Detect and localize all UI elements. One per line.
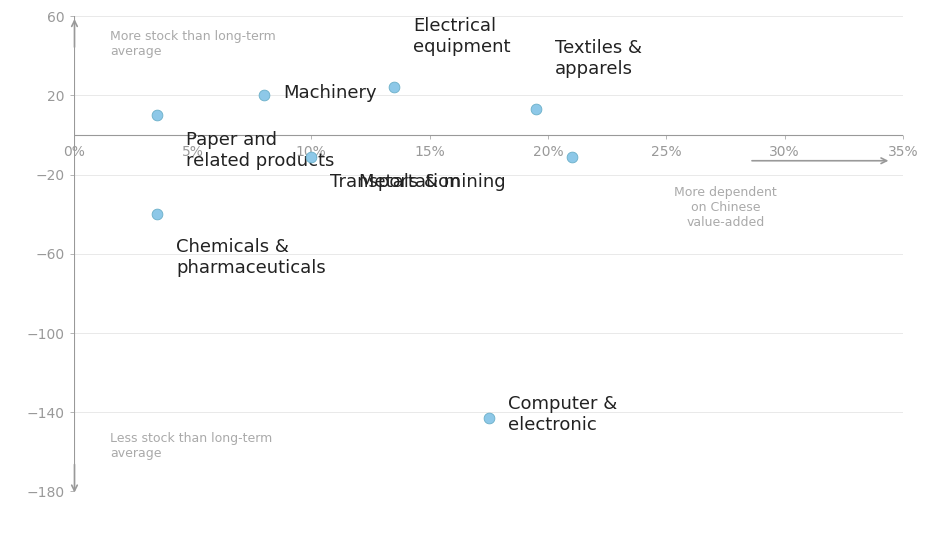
Point [256,91,271,100]
Text: Machinery: Machinery [283,84,376,103]
Text: Less stock than long-term
average: Less stock than long-term average [110,432,272,460]
Point [304,152,318,161]
Point [150,111,165,119]
Text: More stock than long-term
average: More stock than long-term average [110,30,276,58]
Text: Metals & mining: Metals & mining [358,173,506,191]
Point [386,83,401,92]
Text: Textiles &
apparels: Textiles & apparels [555,39,642,78]
Text: More dependent
on Chinese
value-added: More dependent on Chinese value-added [674,186,776,230]
Text: Chemicals &
pharmaceuticals: Chemicals & pharmaceuticals [176,238,326,277]
Point [150,210,165,219]
Text: Transportation: Transportation [331,173,461,191]
Point [564,152,579,161]
Text: Paper and
related products: Paper and related products [186,131,334,170]
Text: Computer &
electronic: Computer & electronic [507,395,617,434]
Text: Electrical
equipment: Electrical equipment [413,17,510,56]
Point [529,105,544,113]
Point [481,414,496,422]
